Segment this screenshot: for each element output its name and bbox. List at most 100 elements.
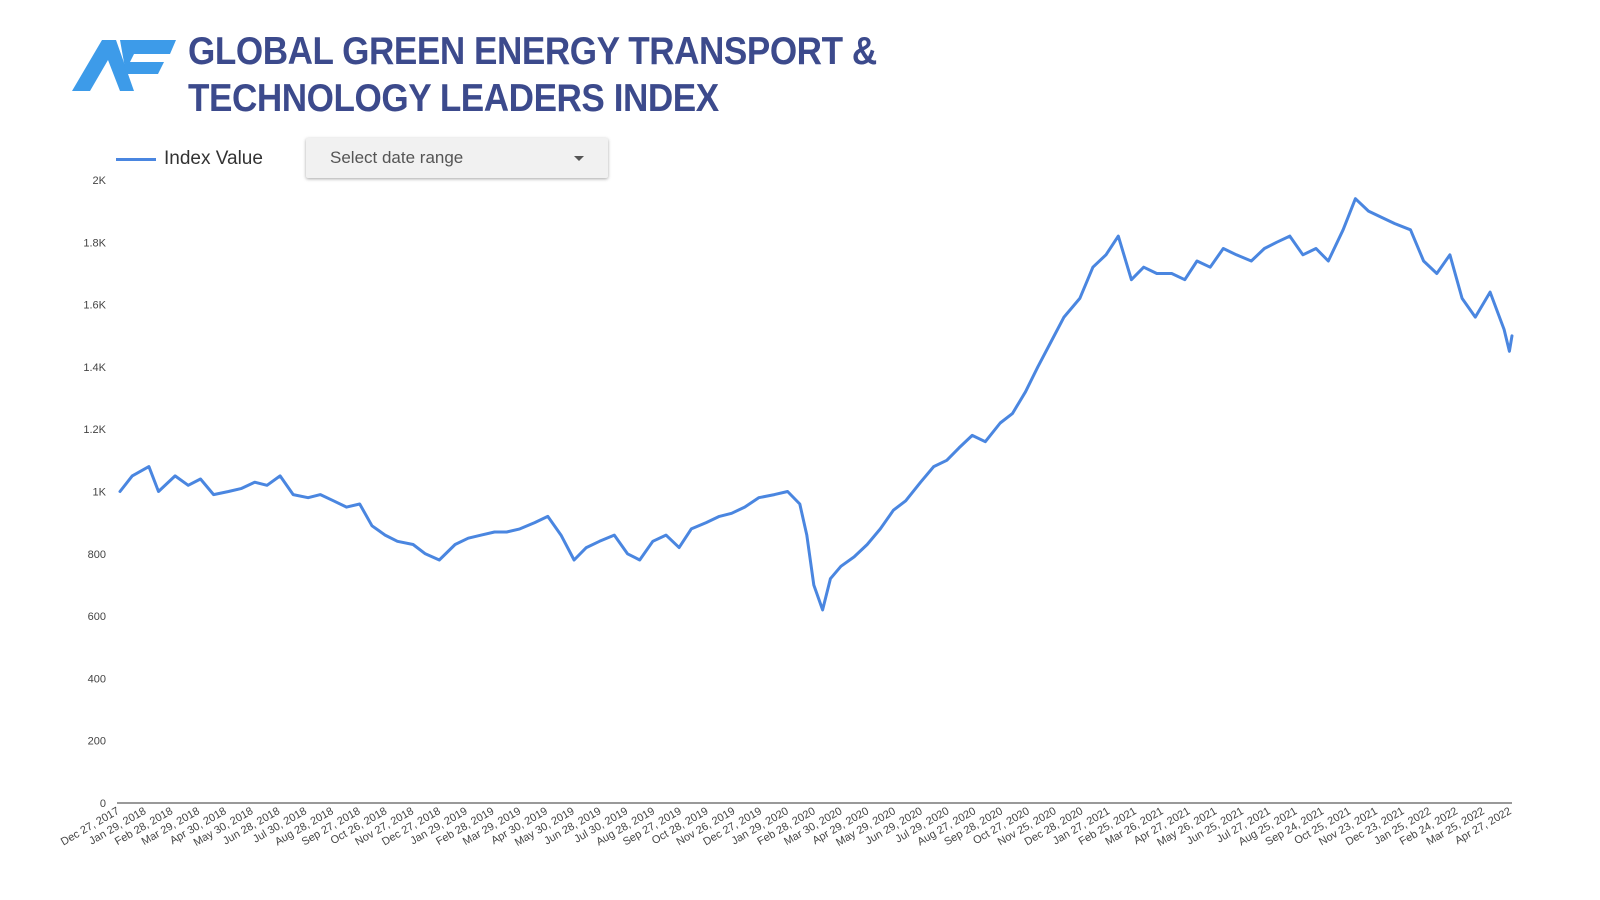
y-tick-label: 600 xyxy=(88,611,106,623)
data-point xyxy=(1011,412,1014,415)
data-point xyxy=(573,559,576,562)
date-range-selector[interactable]: Select date range xyxy=(306,138,608,178)
data-point xyxy=(253,481,256,484)
y-tick-label: 200 xyxy=(88,736,106,748)
data-point xyxy=(1196,260,1199,263)
data-point xyxy=(1263,247,1266,250)
data-point xyxy=(743,506,746,509)
af-logo-icon xyxy=(68,36,178,96)
data-point xyxy=(119,490,122,493)
data-point xyxy=(279,474,282,477)
data-point xyxy=(1078,297,1081,300)
data-point xyxy=(1036,365,1039,368)
data-point xyxy=(1422,260,1425,263)
data-point xyxy=(384,534,387,537)
data-point xyxy=(1063,316,1066,319)
data-point xyxy=(131,474,134,477)
data-point xyxy=(174,474,177,477)
y-axis: 0 200 400 600 800 1K 1.2K 1.4K 1.6K 1.8K 2K xyxy=(83,175,106,810)
data-point xyxy=(332,499,335,502)
data-point xyxy=(1489,291,1492,294)
data-point xyxy=(757,496,760,499)
data-point xyxy=(212,493,215,496)
data-point xyxy=(1435,272,1438,275)
data-point xyxy=(1301,253,1304,256)
data-point xyxy=(999,422,1002,425)
data-point xyxy=(1327,260,1330,263)
data-point xyxy=(730,512,733,515)
data-point xyxy=(533,521,536,524)
data-point xyxy=(307,496,310,499)
date-range-placeholder: Select date range xyxy=(330,148,464,167)
data-point xyxy=(1142,266,1145,269)
data-point xyxy=(585,546,588,549)
data-point xyxy=(1222,247,1225,250)
data-point xyxy=(292,493,295,496)
data-point xyxy=(518,527,521,530)
data-point xyxy=(1342,228,1345,231)
y-tick-label: 800 xyxy=(88,549,106,561)
data-point xyxy=(157,490,160,493)
data-point xyxy=(1049,341,1052,344)
y-tick-label: 1.2K xyxy=(83,424,106,436)
data-point xyxy=(812,584,815,587)
data-point xyxy=(371,524,374,527)
data-point xyxy=(1091,266,1094,269)
data-point xyxy=(467,537,470,540)
data-point xyxy=(690,527,693,530)
caret-down-icon xyxy=(574,156,584,161)
data-point xyxy=(626,552,629,555)
data-point xyxy=(396,540,399,543)
y-tick-label: 1K xyxy=(93,487,107,499)
data-point xyxy=(1170,272,1173,275)
data-point xyxy=(1288,235,1291,238)
data-point xyxy=(412,543,415,546)
data-point xyxy=(1367,210,1370,213)
data-point xyxy=(1209,266,1212,269)
data-point xyxy=(1511,334,1514,337)
data-point xyxy=(1503,328,1506,331)
data-point xyxy=(480,534,483,537)
data-point xyxy=(345,506,348,509)
y-tick-label: 2K xyxy=(93,175,107,187)
data-point xyxy=(651,540,654,543)
data-point xyxy=(945,459,948,462)
page-title-line-1: GLOBAL GREEN ENERGY TRANSPORT & xyxy=(188,30,877,73)
data-point xyxy=(1024,390,1027,393)
data-point xyxy=(718,515,721,518)
data-point xyxy=(1393,222,1396,225)
data-point xyxy=(493,531,496,534)
data-point xyxy=(829,577,832,580)
data-point xyxy=(879,527,882,530)
page-title-line-2: TECHNOLOGY LEADERS INDEX xyxy=(188,77,719,120)
data-point xyxy=(266,484,269,487)
data-point xyxy=(598,540,601,543)
y-tick-label: 400 xyxy=(88,673,106,685)
data-point xyxy=(147,465,150,468)
data-point xyxy=(613,534,616,537)
data-point xyxy=(1380,216,1383,219)
data-point xyxy=(187,484,190,487)
data-point xyxy=(892,509,895,512)
data-point xyxy=(1354,197,1357,200)
data-point xyxy=(227,490,230,493)
data-point xyxy=(1474,316,1477,319)
data-point xyxy=(678,546,681,549)
data-point xyxy=(1105,253,1108,256)
data-point xyxy=(1155,272,1158,275)
data-point xyxy=(705,521,708,524)
data-point xyxy=(919,481,922,484)
data-point xyxy=(1461,297,1464,300)
data-point xyxy=(1315,247,1318,250)
page-title: GLOBAL GREEN ENERGY TRANSPORT & TECHNOLO… xyxy=(188,28,877,122)
data-point xyxy=(1250,260,1253,263)
series-line-index-value xyxy=(118,197,1514,612)
data-point xyxy=(1409,228,1412,231)
data-point xyxy=(1130,278,1133,281)
series-points xyxy=(119,197,1514,611)
data-point xyxy=(1275,241,1278,244)
data-point xyxy=(853,555,856,558)
